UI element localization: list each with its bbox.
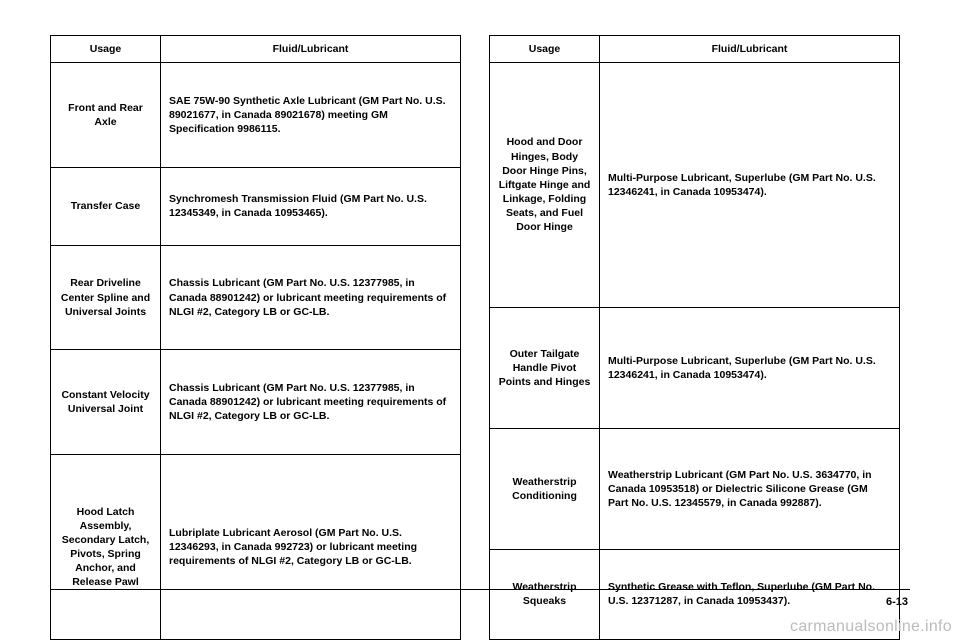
table-row: Hood and Door Hinges, Body Door Hinge Pi… — [490, 63, 900, 308]
page-content: Usage Fluid/Lubricant Front and Rear Axl… — [0, 0, 960, 640]
fluid-cell: Chassis Lubricant (GM Part No. U.S. 1237… — [161, 245, 461, 350]
lubricants-table-left: Usage Fluid/Lubricant Front and Rear Axl… — [50, 35, 461, 640]
table-row: Hood Latch Assembly, Secondary Latch, Pi… — [51, 455, 461, 640]
fluid-cell: Synchromesh Transmission Fluid (GM Part … — [161, 167, 461, 245]
usage-cell: Weatherstrip Conditioning — [490, 428, 600, 549]
table-row: Transfer Case Synchromesh Transmission F… — [51, 167, 461, 245]
usage-cell: Front and Rear Axle — [51, 63, 161, 168]
usage-cell: Hood Latch Assembly, Secondary Latch, Pi… — [51, 455, 161, 640]
fluid-cell: Multi-Purpose Lubricant, Superlube (GM P… — [600, 63, 900, 308]
fluid-cell: Chassis Lubricant (GM Part No. U.S. 1237… — [161, 350, 461, 455]
usage-cell: Hood and Door Hinges, Body Door Hinge Pi… — [490, 63, 600, 308]
table-row: Weatherstrip Conditioning Weatherstrip L… — [490, 428, 900, 549]
fluid-cell: Lubriplate Lubricant Aerosol (GM Part No… — [161, 455, 461, 640]
usage-cell: Transfer Case — [51, 167, 161, 245]
usage-cell: Constant Velocity Universal Joint — [51, 350, 161, 455]
table-row: Front and Rear Axle SAE 75W-90 Synthetic… — [51, 63, 461, 168]
lubricants-table-right: Usage Fluid/Lubricant Hood and Door Hing… — [489, 35, 900, 640]
page-number: 6-13 — [886, 596, 908, 608]
col-header-usage: Usage — [490, 36, 600, 63]
col-header-usage: Usage — [51, 36, 161, 63]
fluid-cell: Multi-Purpose Lubricant, Superlube (GM P… — [600, 307, 900, 428]
watermark-text: carmanualsonline.info — [790, 618, 952, 636]
usage-cell: Outer Tailgate Handle Pivot Points and H… — [490, 307, 600, 428]
footer-rule — [50, 589, 910, 590]
fluid-cell: Weatherstrip Lubricant (GM Part No. U.S.… — [600, 428, 900, 549]
table-row: Rear Driveline Center Spline and Univers… — [51, 245, 461, 350]
usage-cell: Rear Driveline Center Spline and Univers… — [51, 245, 161, 350]
table-row: Outer Tailgate Handle Pivot Points and H… — [490, 307, 900, 428]
col-header-fluid: Fluid/Lubricant — [161, 36, 461, 63]
fluid-cell: SAE 75W-90 Synthetic Axle Lubricant (GM … — [161, 63, 461, 168]
usage-cell: Weatherstrip Squeaks — [490, 549, 600, 639]
col-header-fluid: Fluid/Lubricant — [600, 36, 900, 63]
table-row: Constant Velocity Universal Joint Chassi… — [51, 350, 461, 455]
